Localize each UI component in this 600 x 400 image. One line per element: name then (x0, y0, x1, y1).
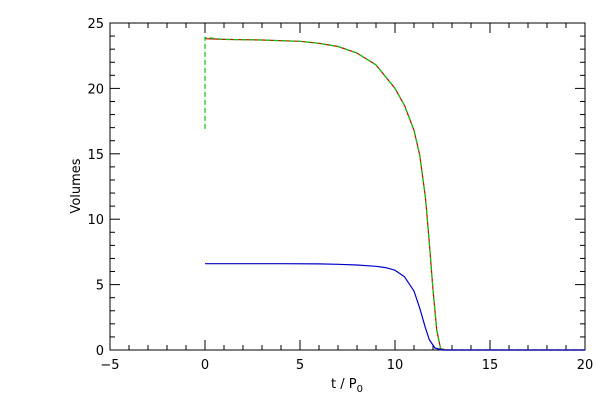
series-line-1 (204, 38, 585, 351)
y-tick-label: 25 (87, 17, 104, 32)
axis-ticks (109, 22, 586, 351)
x-tick-label: 15 (482, 358, 499, 373)
y-tick-labels: 0 5 10 15 20 25 (87, 17, 104, 359)
y-axis-label: Volumes (69, 158, 84, 213)
x-axis-label: t / P0 (331, 377, 363, 395)
x-tick-labels: −5 0 5 10 15 20 (100, 358, 593, 373)
series-line-2 (204, 36, 585, 351)
y-tick-label: 15 (87, 148, 104, 163)
x-tick-label: −5 (100, 358, 119, 373)
x-tick-label: 10 (387, 358, 404, 373)
plot-frame (109, 22, 586, 351)
x-tick-label: 5 (296, 358, 304, 373)
x-tick-label: 0 (201, 358, 209, 373)
y-tick-label: 5 (96, 279, 104, 294)
y-tick-label: 10 (87, 213, 104, 228)
x-tick-label: 20 (577, 358, 594, 373)
y-tick-label: 20 (87, 82, 104, 97)
x-axis-label-subscript: 0 (357, 384, 363, 395)
y-tick-label: 0 (96, 344, 104, 359)
series-line-3 (205, 263, 585, 351)
series-layer (204, 36, 585, 351)
